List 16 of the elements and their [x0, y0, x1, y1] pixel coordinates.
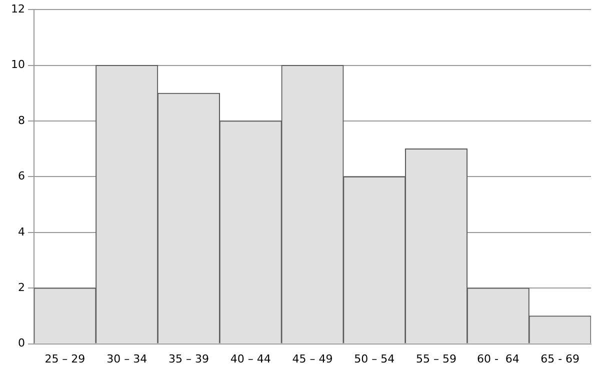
x-tick-label: 45 – 49 — [292, 352, 333, 366]
x-tick-label: 65 - 69 — [540, 352, 580, 366]
x-tick-label: 55 – 59 — [416, 352, 457, 366]
y-tick-label: 12 — [10, 2, 25, 16]
y-tick-label: 4 — [18, 225, 25, 238]
x-tick-label: 50 – 54 — [354, 352, 395, 366]
x-tick-label: 25 – 29 — [44, 352, 86, 366]
x-tick-label: 35 – 39 — [168, 352, 209, 366]
y-tick-label: 8 — [18, 114, 25, 127]
y-tick-label: 2 — [18, 280, 25, 294]
x-tick-label: 40 – 44 — [230, 352, 271, 366]
x-tick-label: 30 – 34 — [106, 352, 148, 366]
x-tick-label: 60 - 64 — [476, 352, 520, 366]
y-tick-label: 10 — [10, 58, 25, 72]
y-tick-label: 6 — [18, 170, 25, 183]
y-tick-label: 0 — [18, 336, 25, 350]
